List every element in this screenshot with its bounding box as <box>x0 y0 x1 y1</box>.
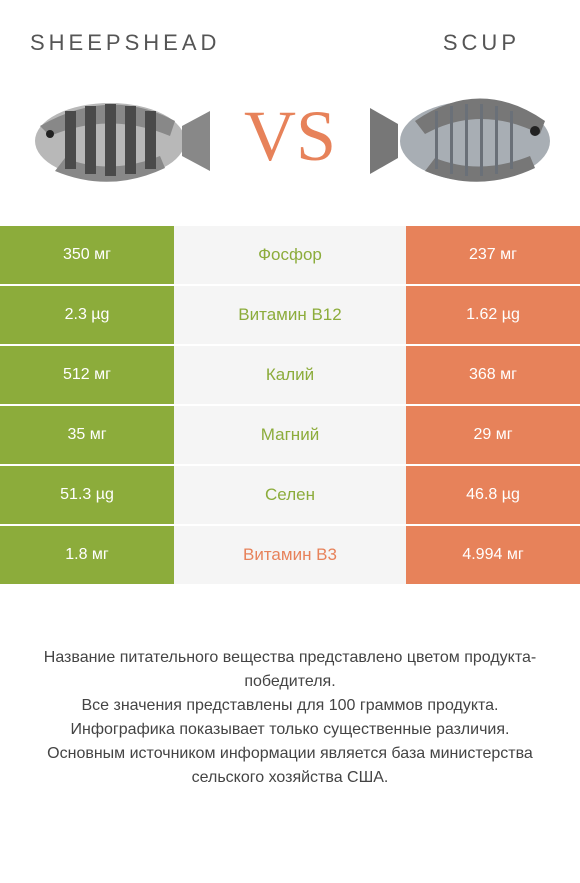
vs-row: VS <box>0 66 580 226</box>
footer-line: Основным источником информации является … <box>30 742 550 790</box>
table-row: 35 мгМагний29 мг <box>0 406 580 466</box>
left-value-cell: 2.3 µg <box>0 286 174 344</box>
table-row: 51.3 µgСелен46.8 µg <box>0 466 580 526</box>
left-product-title: SHEEPSHEAD <box>30 30 220 56</box>
footer-line: Название питательного вещества представл… <box>30 646 550 694</box>
nutrient-name-cell: Магний <box>174 406 406 464</box>
nutrient-name-cell: Калий <box>174 346 406 404</box>
table-row: 512 мгКалий368 мг <box>0 346 580 406</box>
right-product-title: SCUP <box>443 30 520 56</box>
nutrient-name-cell: Витамин B3 <box>174 526 406 584</box>
left-value-cell: 51.3 µg <box>0 466 174 524</box>
right-value-cell: 46.8 µg <box>406 466 580 524</box>
table-row: 1.8 мгВитамин B34.994 мг <box>0 526 580 586</box>
nutrient-table: 350 мгФосфор237 мг2.3 µgВитамин B121.62 … <box>0 226 580 586</box>
right-value-cell: 4.994 мг <box>406 526 580 584</box>
table-row: 350 мгФосфор237 мг <box>0 226 580 286</box>
right-fish-image <box>370 76 570 196</box>
left-value-cell: 1.8 мг <box>0 526 174 584</box>
vs-label: VS <box>244 100 336 172</box>
right-value-cell: 237 мг <box>406 226 580 284</box>
footer-line: Инфографика показывает только существенн… <box>30 718 550 742</box>
right-value-cell: 29 мг <box>406 406 580 464</box>
footer-line: Все значения представлены для 100 граммо… <box>30 694 550 718</box>
left-value-cell: 35 мг <box>0 406 174 464</box>
nutrient-name-cell: Витамин B12 <box>174 286 406 344</box>
left-fish-image <box>10 76 210 196</box>
nutrient-name-cell: Фосфор <box>174 226 406 284</box>
table-row: 2.3 µgВитамин B121.62 µg <box>0 286 580 346</box>
nutrient-name-cell: Селен <box>174 466 406 524</box>
right-value-cell: 1.62 µg <box>406 286 580 344</box>
left-value-cell: 512 мг <box>0 346 174 404</box>
header: SHEEPSHEAD SCUP <box>0 0 580 66</box>
right-value-cell: 368 мг <box>406 346 580 404</box>
footer-notes: Название питательного вещества представл… <box>0 586 580 790</box>
left-value-cell: 350 мг <box>0 226 174 284</box>
